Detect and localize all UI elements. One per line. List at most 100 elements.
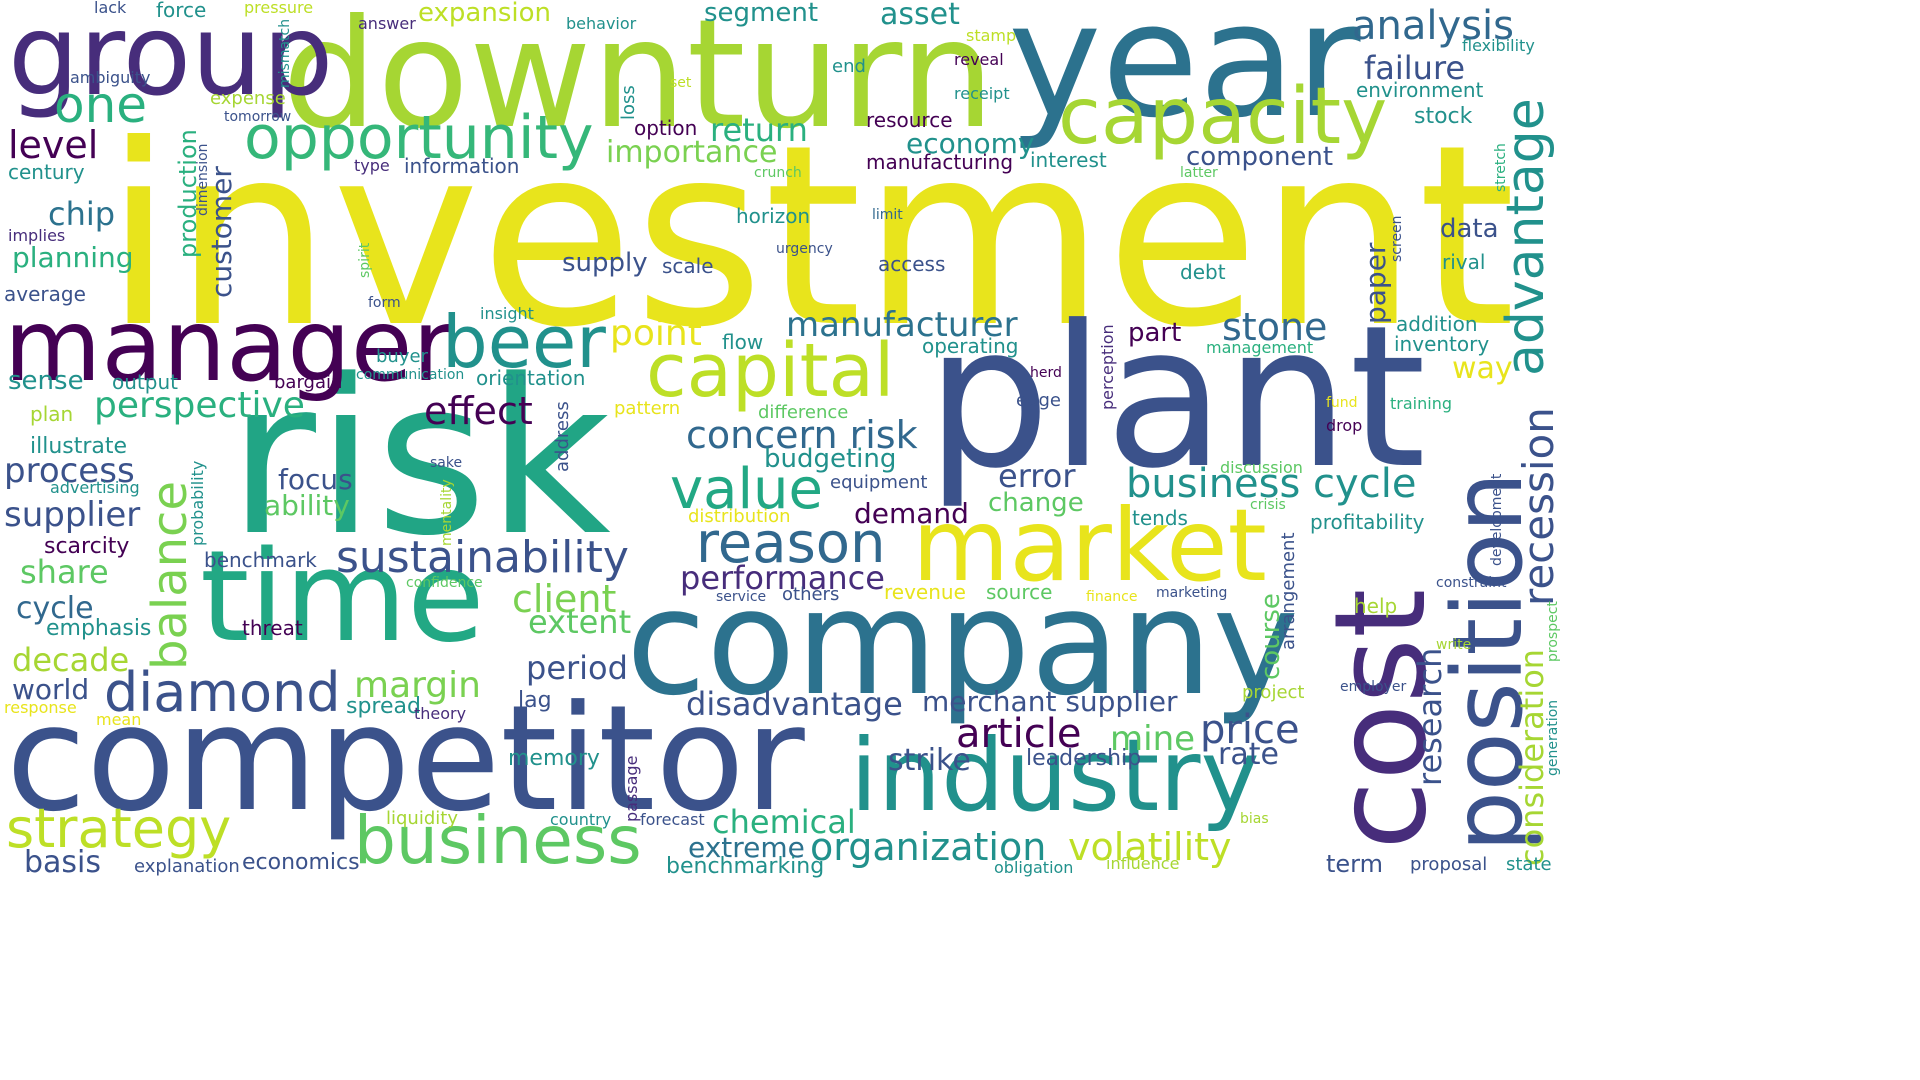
word-type: type xyxy=(354,156,390,175)
word-consideration: consideration xyxy=(1513,648,1551,866)
word-volatility: volatility xyxy=(1068,825,1232,869)
word-constraint: constraint xyxy=(1436,575,1507,591)
word-return: return xyxy=(710,111,808,149)
word-competitor: competitor xyxy=(6,674,805,844)
word-world: world xyxy=(12,673,90,706)
word-manufacturer: manufacturer xyxy=(786,305,1018,345)
word-urgency: urgency xyxy=(776,241,833,257)
word-performance: performance xyxy=(680,559,885,597)
word-response: response xyxy=(4,698,77,717)
word-profitability: profitability xyxy=(1310,510,1425,534)
word-illustrate: illustrate xyxy=(30,434,128,459)
word-concern-risk: concern risk xyxy=(686,413,918,457)
word-debt: debt xyxy=(1180,260,1226,284)
word-scale: scale xyxy=(662,254,714,278)
word-country: country xyxy=(550,810,612,829)
word-finance: finance xyxy=(1086,589,1138,605)
word-asset: asset xyxy=(880,0,960,32)
word-lag: lag xyxy=(518,688,552,713)
word-balance: balance xyxy=(142,481,198,670)
word-price: price xyxy=(1200,707,1300,753)
word-stamp: stamp xyxy=(966,26,1017,45)
word-average: average xyxy=(4,282,86,306)
word-term: term xyxy=(1326,850,1383,878)
word-share: share xyxy=(20,553,109,591)
word-development: development xyxy=(1489,473,1505,566)
word-benchmark: benchmark xyxy=(204,548,317,572)
word-answer: answer xyxy=(358,14,416,33)
word-century: century xyxy=(8,160,85,184)
word-article: article xyxy=(956,711,1082,757)
word-equipment: equipment xyxy=(830,472,928,493)
word-company: company xyxy=(626,558,1299,728)
word-change: change xyxy=(988,488,1084,518)
word-revenue: revenue xyxy=(884,580,966,604)
word-stone: stone xyxy=(1222,305,1328,349)
word-output: output xyxy=(112,370,178,394)
word-others: others xyxy=(782,584,840,605)
word-capacity: capacity xyxy=(1058,72,1388,162)
word-investment: investment xyxy=(104,91,1516,382)
word-project: project xyxy=(1242,682,1305,703)
word-proposal: proposal xyxy=(1410,854,1488,875)
word-write: write xyxy=(1436,637,1472,653)
word-tends: tends xyxy=(1132,506,1188,530)
word-period: period xyxy=(526,649,628,687)
word-chemical: chemical xyxy=(712,803,856,841)
word-drop: drop xyxy=(1326,416,1363,435)
word-employer: employer xyxy=(1340,679,1407,695)
word-manufacturing: manufacturing xyxy=(866,150,1014,174)
word-management: management xyxy=(1206,338,1314,357)
word-memory: memory xyxy=(508,746,600,771)
word-passage: passage xyxy=(622,755,641,822)
word-receipt: receipt xyxy=(954,84,1010,103)
word-loss: loss xyxy=(618,85,639,120)
word-pattern: pattern xyxy=(614,398,681,419)
word-address: address xyxy=(552,401,573,472)
word-dimension: dimension xyxy=(195,143,211,216)
word-organization: organization xyxy=(810,825,1047,869)
word-service: service xyxy=(716,589,767,605)
word-error: error xyxy=(998,457,1076,495)
word-bargain: bargain xyxy=(274,372,343,393)
word-difference: difference xyxy=(758,402,849,423)
word-year: year xyxy=(1008,0,1361,153)
word-marketing: marketing xyxy=(1156,585,1228,601)
word-limit: limit xyxy=(872,207,903,223)
word-value: value xyxy=(670,457,823,522)
word-course: course xyxy=(1256,593,1286,680)
word-planning: planning xyxy=(12,241,134,274)
word-beer: beer xyxy=(442,300,606,384)
word-emphasis: emphasis xyxy=(46,616,152,641)
word-information: information xyxy=(404,154,520,178)
word-way: way xyxy=(1452,351,1513,386)
word-importance: importance xyxy=(606,135,778,170)
word-insight: insight xyxy=(480,304,534,323)
word-latter: latter xyxy=(1180,165,1218,181)
word-decade: decade xyxy=(12,641,130,679)
word-extreme: extreme xyxy=(688,831,805,864)
word-behavior: behavior xyxy=(566,14,637,33)
word-reason: reason xyxy=(696,511,886,576)
word-analysis: analysis xyxy=(1352,3,1514,49)
word-state: state xyxy=(1506,854,1552,875)
word-opportunity: opportunity xyxy=(244,103,594,173)
word-industry: industry xyxy=(850,717,1260,834)
word-point: point xyxy=(610,313,702,354)
word-pressure: pressure xyxy=(244,0,314,17)
word-buyer: buyer xyxy=(376,346,428,367)
word-group: group xyxy=(8,0,334,121)
word-generation: generation xyxy=(1545,699,1561,776)
word-merchant-supplier: merchant supplier xyxy=(922,685,1178,718)
word-ambiguity: ambiguity xyxy=(70,68,151,87)
word-strike: strike xyxy=(888,743,971,778)
word-segment: segment xyxy=(704,0,819,28)
word-expense: expense xyxy=(210,88,286,109)
word-forecast: forecast xyxy=(640,810,705,829)
word-tomorrow: tomorrow xyxy=(224,109,292,125)
word-component: component xyxy=(1186,142,1334,172)
word-recession: recession xyxy=(1514,407,1563,606)
word-spirit: spirit xyxy=(357,242,373,278)
word-stock: stock xyxy=(1414,104,1473,129)
